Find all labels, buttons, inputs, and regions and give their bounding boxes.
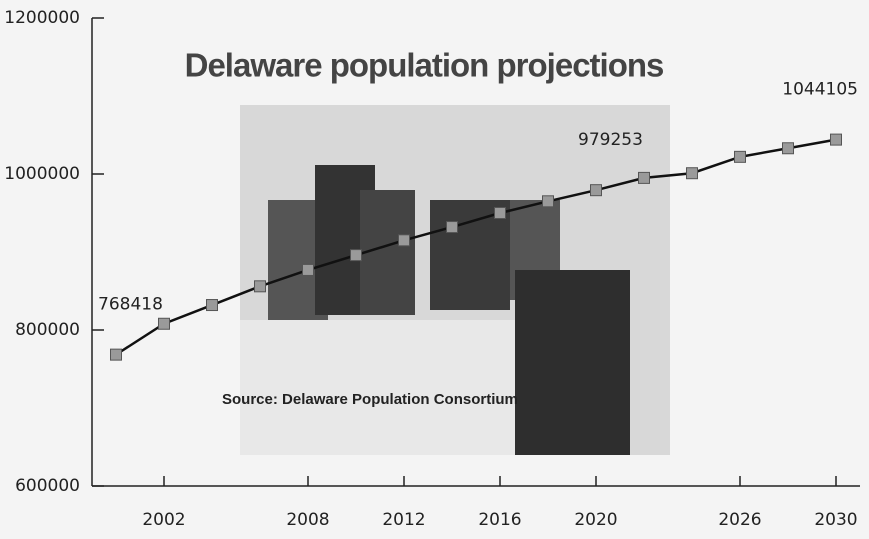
- marker: [830, 133, 842, 146]
- x-tick-label: 2012: [382, 510, 425, 530]
- x-tick-label: 2002: [142, 510, 185, 530]
- marker: [110, 348, 122, 361]
- y-tick-label: 1200000: [4, 8, 80, 28]
- marker: [350, 249, 362, 262]
- marker: [638, 171, 650, 184]
- chart-title: Delaware population projections: [185, 47, 664, 84]
- y-tick-label: 800000: [15, 320, 80, 340]
- marker: [398, 234, 410, 247]
- x-tick-label: 2020: [574, 510, 617, 530]
- marker: [158, 317, 170, 330]
- photo: [240, 105, 670, 455]
- marker: [542, 195, 554, 208]
- x-tick-label: 2026: [718, 510, 761, 530]
- marker: [206, 299, 218, 312]
- marker: [590, 184, 602, 197]
- cubicle: [240, 320, 520, 455]
- x-tick-label: 2008: [286, 510, 329, 530]
- marker: [302, 263, 314, 276]
- data-label: 979253: [578, 130, 643, 150]
- marker: [254, 280, 266, 293]
- x-tick-label: 2030: [814, 510, 857, 530]
- marker: [734, 150, 746, 163]
- source-note: Source: Delaware Population Consortium: [222, 391, 518, 408]
- data-label: 768418: [98, 295, 163, 315]
- marker: [446, 221, 458, 234]
- data-label: 1044105: [782, 80, 858, 100]
- x-tick-label: 2016: [478, 510, 521, 530]
- y-tick-label: 600000: [15, 476, 80, 496]
- marker: [686, 167, 698, 180]
- line: [115, 138, 837, 356]
- marker: [494, 207, 506, 219]
- person: [360, 190, 415, 315]
- y-tick-label: 1000000: [4, 164, 80, 184]
- marker: [782, 142, 794, 155]
- person: [515, 270, 630, 455]
